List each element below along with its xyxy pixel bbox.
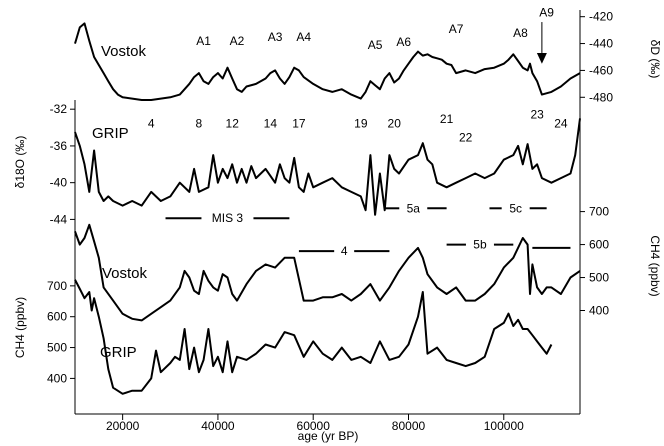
mis-stage-label: 4 xyxy=(341,244,348,258)
event-label-grip_d18o: 24 xyxy=(554,117,568,131)
y-axis-title-d18O: δ18O (‰) xyxy=(13,136,27,189)
event-label-vostok_dd: A8 xyxy=(513,26,528,40)
event-label-grip_d18o: 8 xyxy=(196,117,203,131)
event-label-vostok_dd: A3 xyxy=(268,30,283,44)
y-tick-label-dD: -480 xyxy=(589,90,613,104)
event-label-grip_d18o: 12 xyxy=(226,117,240,131)
series-line-dD xyxy=(74,22,581,101)
series-line-ch4_vostok xyxy=(74,223,581,322)
mis-stage-bars: MIS 3 4 5a 5b 5c xyxy=(165,201,571,258)
event-labels: A1 A2 A3 A4 A5 A6 A7 A8 A9 4 8 12 14 17 19 20 21 22 23 24 xyxy=(148,6,568,145)
x-tick-label: 60000 xyxy=(297,419,331,433)
event-label-grip_d18o: 19 xyxy=(354,117,368,131)
y-axis-title-ch4_vostok: CH4 (ppbv) xyxy=(648,235,662,296)
x-tick-label: 80000 xyxy=(392,419,426,433)
y-tick-label-ch4_grip: 400 xyxy=(47,371,67,385)
x-axis-title: age (yr BP) xyxy=(298,429,359,443)
y-tick-label-ch4_grip: 600 xyxy=(47,310,67,324)
y-axes: -420 -440 -460 -480 δD (‰) -32 -36 -40 -44 δ18O (… xyxy=(13,10,662,400)
mis-stage-label: 5a xyxy=(407,201,421,215)
y-tick-label-ch4_grip: 500 xyxy=(47,341,67,355)
x-tick-label: 100000 xyxy=(484,419,524,433)
x-tick-label: 40000 xyxy=(201,419,235,433)
x-tick-label: 20000 xyxy=(106,419,140,433)
a9-arrow xyxy=(536,22,547,64)
y-tick-label-ch4_grip: 700 xyxy=(47,279,67,293)
event-label-vostok_dd: A6 xyxy=(396,35,411,49)
event-label-grip_d18o: 14 xyxy=(264,117,278,131)
y-axis-title-ch4_grip: CH4 (ppbv) xyxy=(13,297,27,358)
event-label-grip_d18o: 23 xyxy=(530,107,544,121)
event-label-vostok_dd: A1 xyxy=(196,34,211,48)
plot-frame xyxy=(74,10,581,415)
series-line-d18O xyxy=(74,118,581,216)
series-lines xyxy=(74,22,581,395)
event-label-grip_d18o: 4 xyxy=(148,117,155,131)
series-label-vostok-ch4: Vostok xyxy=(102,265,148,282)
event-label-vostok_dd: A4 xyxy=(296,30,311,44)
event-label-grip_d18o: 20 xyxy=(388,117,402,131)
y-tick-label-d18O: -36 xyxy=(50,139,68,153)
mis-stage-label: 5b xyxy=(473,238,487,252)
y-tick-label-d18O: -40 xyxy=(50,176,68,190)
y-tick-label-dD: -420 xyxy=(589,10,613,24)
y-tick-label-dD: -460 xyxy=(589,63,613,77)
y-tick-label-ch4_vostok: 600 xyxy=(589,238,609,252)
series-label-vostok-dd: Vostok xyxy=(101,43,147,60)
event-label-grip_d18o: 17 xyxy=(292,117,306,131)
y-tick-label-d18O: -32 xyxy=(50,102,68,116)
x-axis-ticks: 20000 40000 60000 80000 100000 xyxy=(106,414,524,433)
y-tick-label-d18O: -44 xyxy=(50,212,68,226)
mis-stage-label: MIS 3 xyxy=(212,211,244,225)
y-tick-label-ch4_vostok: 400 xyxy=(589,304,609,318)
event-label-grip_d18o: 22 xyxy=(459,130,473,144)
event-label-vostok_dd: A7 xyxy=(449,22,464,36)
y-tick-label-ch4_vostok: 500 xyxy=(589,271,609,285)
series-label-grip-ch4: GRIP xyxy=(100,344,137,361)
event-label-vostok_dd: A9 xyxy=(539,6,554,20)
y-tick-label-ch4_vostok: 700 xyxy=(589,205,609,219)
arrow-head xyxy=(536,52,547,64)
event-label-grip_d18o: 21 xyxy=(440,112,454,126)
series-line-ch4_grip xyxy=(74,279,553,395)
event-label-vostok_dd: A2 xyxy=(230,34,245,48)
series-label-grip-d18o: GRIP xyxy=(92,125,129,142)
mis-stage-label: 5c xyxy=(509,201,522,215)
y-tick-label-dD: -440 xyxy=(589,37,613,51)
event-label-vostok_dd: A5 xyxy=(368,38,383,52)
y-axis-title-dD: δD (‰) xyxy=(648,40,662,79)
